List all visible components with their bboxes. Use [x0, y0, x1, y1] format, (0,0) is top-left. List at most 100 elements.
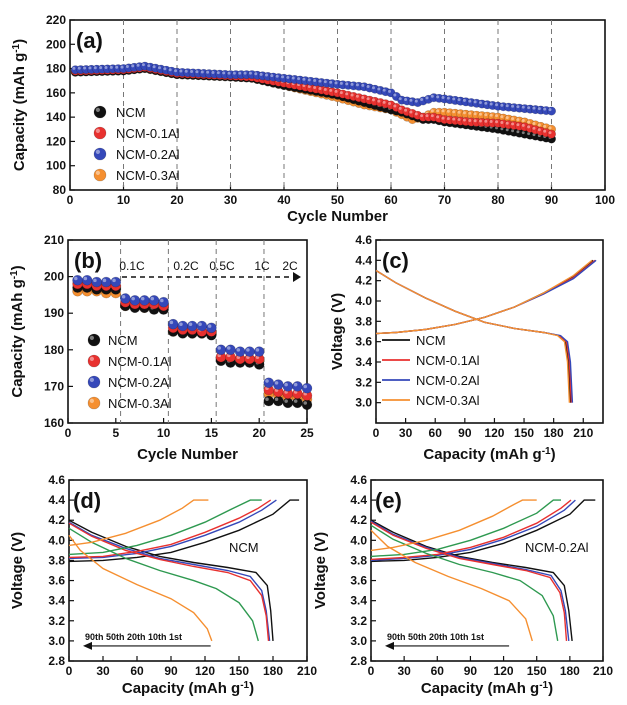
plot-frame	[67, 239, 308, 424]
legend-entry: NCM-0.2Al	[116, 147, 180, 162]
data-point-NCM-0.2Al	[282, 381, 294, 392]
data-point-NCM-0.1Al-highlight	[495, 120, 498, 124]
legend-entry: NCM	[116, 105, 146, 120]
data-point-NCM-0.3Al-highlight	[495, 114, 498, 118]
y-tick-label: 170	[44, 379, 64, 393]
data-point-NCM-0.2Al	[244, 346, 255, 357]
data-point-NCM-0.3Al-highlight	[521, 119, 525, 122]
data-point-NCM-0.2Al-highlight	[532, 106, 536, 110]
y-tick-label: 3.8	[350, 553, 367, 567]
data-point-NCM-highlight	[293, 399, 298, 403]
charge-curve-10th	[68, 499, 277, 560]
panel-label: (d)	[73, 488, 101, 513]
y-axis-label: Voltage (V)	[329, 293, 346, 370]
data-point-NCM-0.3Al-highlight	[452, 110, 456, 114]
charge-curve-1st	[68, 499, 300, 563]
cycle-order-label: 90th 50th 20th 10th 1st	[387, 632, 484, 642]
data-point-NCM-0.2Al-highlight	[468, 99, 472, 103]
y-tick-label: 2.8	[350, 654, 367, 668]
data-point-NCM	[301, 399, 313, 411]
y-tick-label: 3.8	[48, 553, 65, 567]
panel-a: 0 10 20 30 40 50 60 70 80 90 100 80 100 120 140 160 180 2…	[11, 13, 616, 225]
data-point-NCM-0.1Al	[546, 129, 556, 139]
data-point-NCM-0.1Al-highlight	[313, 86, 317, 89]
x-tick-label: 210	[593, 664, 613, 678]
charge-curve-20th	[68, 499, 272, 559]
data-point-NCM-0.3Al-highlight	[500, 115, 504, 119]
data-point-NCM-0.2Al-highlight	[77, 66, 81, 70]
x-tick-label: 0	[368, 664, 375, 678]
x-tick-label: 0	[65, 426, 72, 440]
y-tick-label: 180	[44, 343, 64, 357]
x-tick-label: 15	[205, 426, 219, 440]
charge-curve-90th	[68, 499, 209, 547]
data-point-NCM-highlight	[516, 130, 520, 134]
rate-label: 2C	[282, 259, 298, 273]
discharge-curve-10th	[68, 521, 271, 641]
y-tick-label: 80	[53, 183, 67, 197]
data-point-NCM-0.1Al-highlight	[372, 98, 375, 102]
data-point-NCM-0.1Al-highlight	[543, 129, 547, 133]
data-point-NCM-0.2Al-highlight	[227, 71, 231, 75]
y-tick-label: 160	[46, 86, 66, 100]
x-tick-label: 120	[494, 664, 514, 678]
x-tick-label: 40	[277, 193, 291, 207]
data-point-NCM-0.1Al-highlight	[500, 121, 504, 124]
data-point-NCM-0.2Al-highlight	[72, 66, 76, 70]
data-point-NCM-0.2Al	[206, 322, 217, 334]
discharge-curve-10th	[370, 520, 570, 641]
data-point-NCM-0.2Al-highlight	[420, 98, 424, 101]
data-point-NCM-0.2Al-highlight	[112, 278, 116, 283]
discharge-curve-1st	[370, 519, 573, 641]
data-point-NCM-0.1Al-highlight	[430, 114, 434, 118]
data-point-NCM-0.2Al-highlight	[222, 71, 226, 75]
plot-frame	[370, 479, 604, 662]
legend-marker-NCM-0.3Al	[87, 396, 101, 410]
y-tick-label: 4.6	[355, 233, 372, 247]
y-tick-label: 140	[46, 110, 66, 124]
data-point-NCM-0.3Al-highlight	[462, 111, 466, 115]
rate-label: 0.2C	[173, 259, 199, 273]
data-point-NCM-0.2Al-highlight	[211, 70, 215, 74]
data-point-NCM-0.2Al-highlight	[259, 72, 263, 76]
data-point-NCM-0.2Al-highlight	[489, 102, 493, 106]
y-axis-label: Voltage (V)	[312, 532, 329, 609]
data-point-NCM-0.2Al-highlight	[500, 103, 504, 107]
data-point-NCM-0.1Al-highlight	[366, 97, 370, 101]
x-tick-label: 30	[399, 426, 413, 440]
data-point-NCM-0.2Al-highlight	[430, 94, 434, 98]
panel-c: 0 30 60 90 120 150 180 210 3.0 3.2 3.4 3.6 3.8 4.0 4.2…	[329, 233, 604, 463]
data-point-NCM-0.2Al-highlight	[382, 88, 386, 92]
data-point-NCM-0.2Al-highlight	[388, 89, 391, 93]
data-point-NCM-0.1Al-highlight	[345, 92, 349, 96]
x-tick-label: 20	[170, 193, 184, 207]
data-point-NCM-0.1Al-highlight	[436, 115, 440, 119]
data-point-NCM-0.2Al-highlight	[254, 72, 258, 76]
legend-entry: NCM-0.2Al	[108, 375, 172, 390]
discharge-curve-NCM-0.3Al	[375, 269, 571, 403]
discharge-curve-20th	[68, 522, 270, 641]
data-point-NCM-0.1Al-highlight	[339, 91, 343, 95]
data-point-NCM-0.2Al-highlight	[527, 106, 531, 110]
panel-label: (b)	[74, 248, 102, 273]
discharge-curve-50th	[68, 527, 259, 642]
data-point-NCM-0.2Al-highlight	[147, 64, 151, 68]
data-point-NCM-0.2Al-highlight	[462, 98, 466, 102]
y-tick-label: 3.0	[350, 634, 367, 648]
data-point-NCM-0.2Al-highlight	[158, 66, 161, 70]
data-point-NCM-0.2Al-highlight	[265, 379, 269, 383]
data-point-NCM-0.1Al-highlight	[361, 95, 365, 99]
data-point-NCM-0.2Al	[215, 344, 227, 356]
data-point-NCM-0.1Al-highlight	[489, 120, 493, 123]
data-point-NCM-0.3Al-highlight	[505, 116, 509, 120]
data-point-NCM-0.2Al-highlight	[195, 70, 199, 74]
x-tick-label: 120	[195, 664, 215, 678]
y-tick-label: 4.4	[355, 253, 372, 267]
discharge-curve-1st	[68, 519, 274, 641]
x-tick-label: 210	[297, 664, 317, 678]
data-point-NCM-0.2Al-highlight	[216, 71, 220, 75]
y-axis-label: Voltage (V)	[9, 532, 26, 609]
data-point-NCM-0.2Al	[100, 276, 112, 288]
charge-curve-20th	[370, 499, 572, 561]
